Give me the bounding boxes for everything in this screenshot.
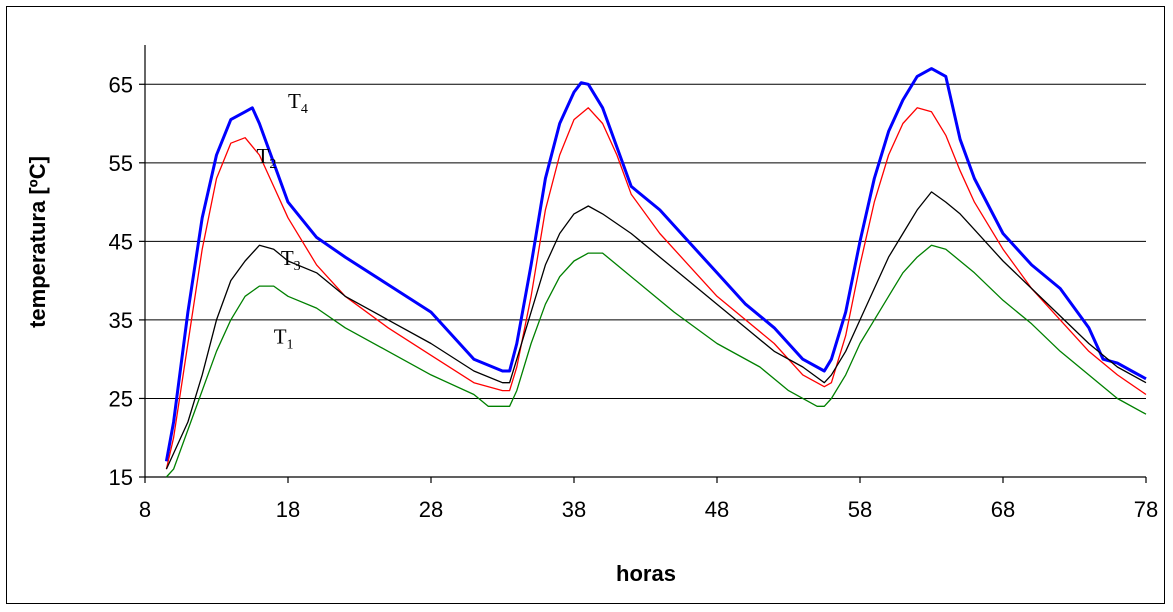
series-label-t2: T2 [257, 144, 277, 172]
series-line-t2 [165, 107, 1147, 470]
y-tick-label: 35 [109, 308, 133, 333]
y-axis-title: temperatura [ºC] [25, 156, 50, 328]
x-tick-label: 28 [419, 497, 443, 522]
y-tick-label: 55 [109, 151, 133, 176]
x-axis-title: horas [616, 561, 676, 586]
series-line-t4 [164, 67, 1147, 462]
x-tick-label: 78 [1134, 497, 1158, 522]
chart-frame [6, 6, 1165, 604]
series-label-t1: T1 [274, 324, 294, 352]
series-lines [164, 67, 1147, 478]
y-tick-label: 45 [109, 229, 133, 254]
series-line-t1 [165, 244, 1147, 478]
series-label-t4: T4 [288, 89, 308, 117]
y-tick-label: 15 [109, 465, 133, 490]
series-label-t3: T3 [281, 246, 301, 274]
x-tick-label: 58 [848, 497, 872, 522]
axes [139, 45, 1147, 483]
gridlines [145, 83, 1146, 399]
series-labels: T4 T2 T3 T1 [257, 89, 308, 353]
y-tick-label: 65 [109, 72, 133, 97]
x-tick-label: 68 [991, 497, 1015, 522]
x-tick-label: 18 [276, 497, 300, 522]
x-tick-label: 8 [139, 497, 151, 522]
x-tick-label: 48 [705, 497, 729, 522]
y-tick-label: 25 [109, 386, 133, 411]
x-tick-label: 38 [562, 497, 586, 522]
series-line-t3 [165, 191, 1147, 470]
tick-labels: 15 25 35 45 55 65 8 18 28 38 48 58 68 78 [109, 72, 1159, 522]
